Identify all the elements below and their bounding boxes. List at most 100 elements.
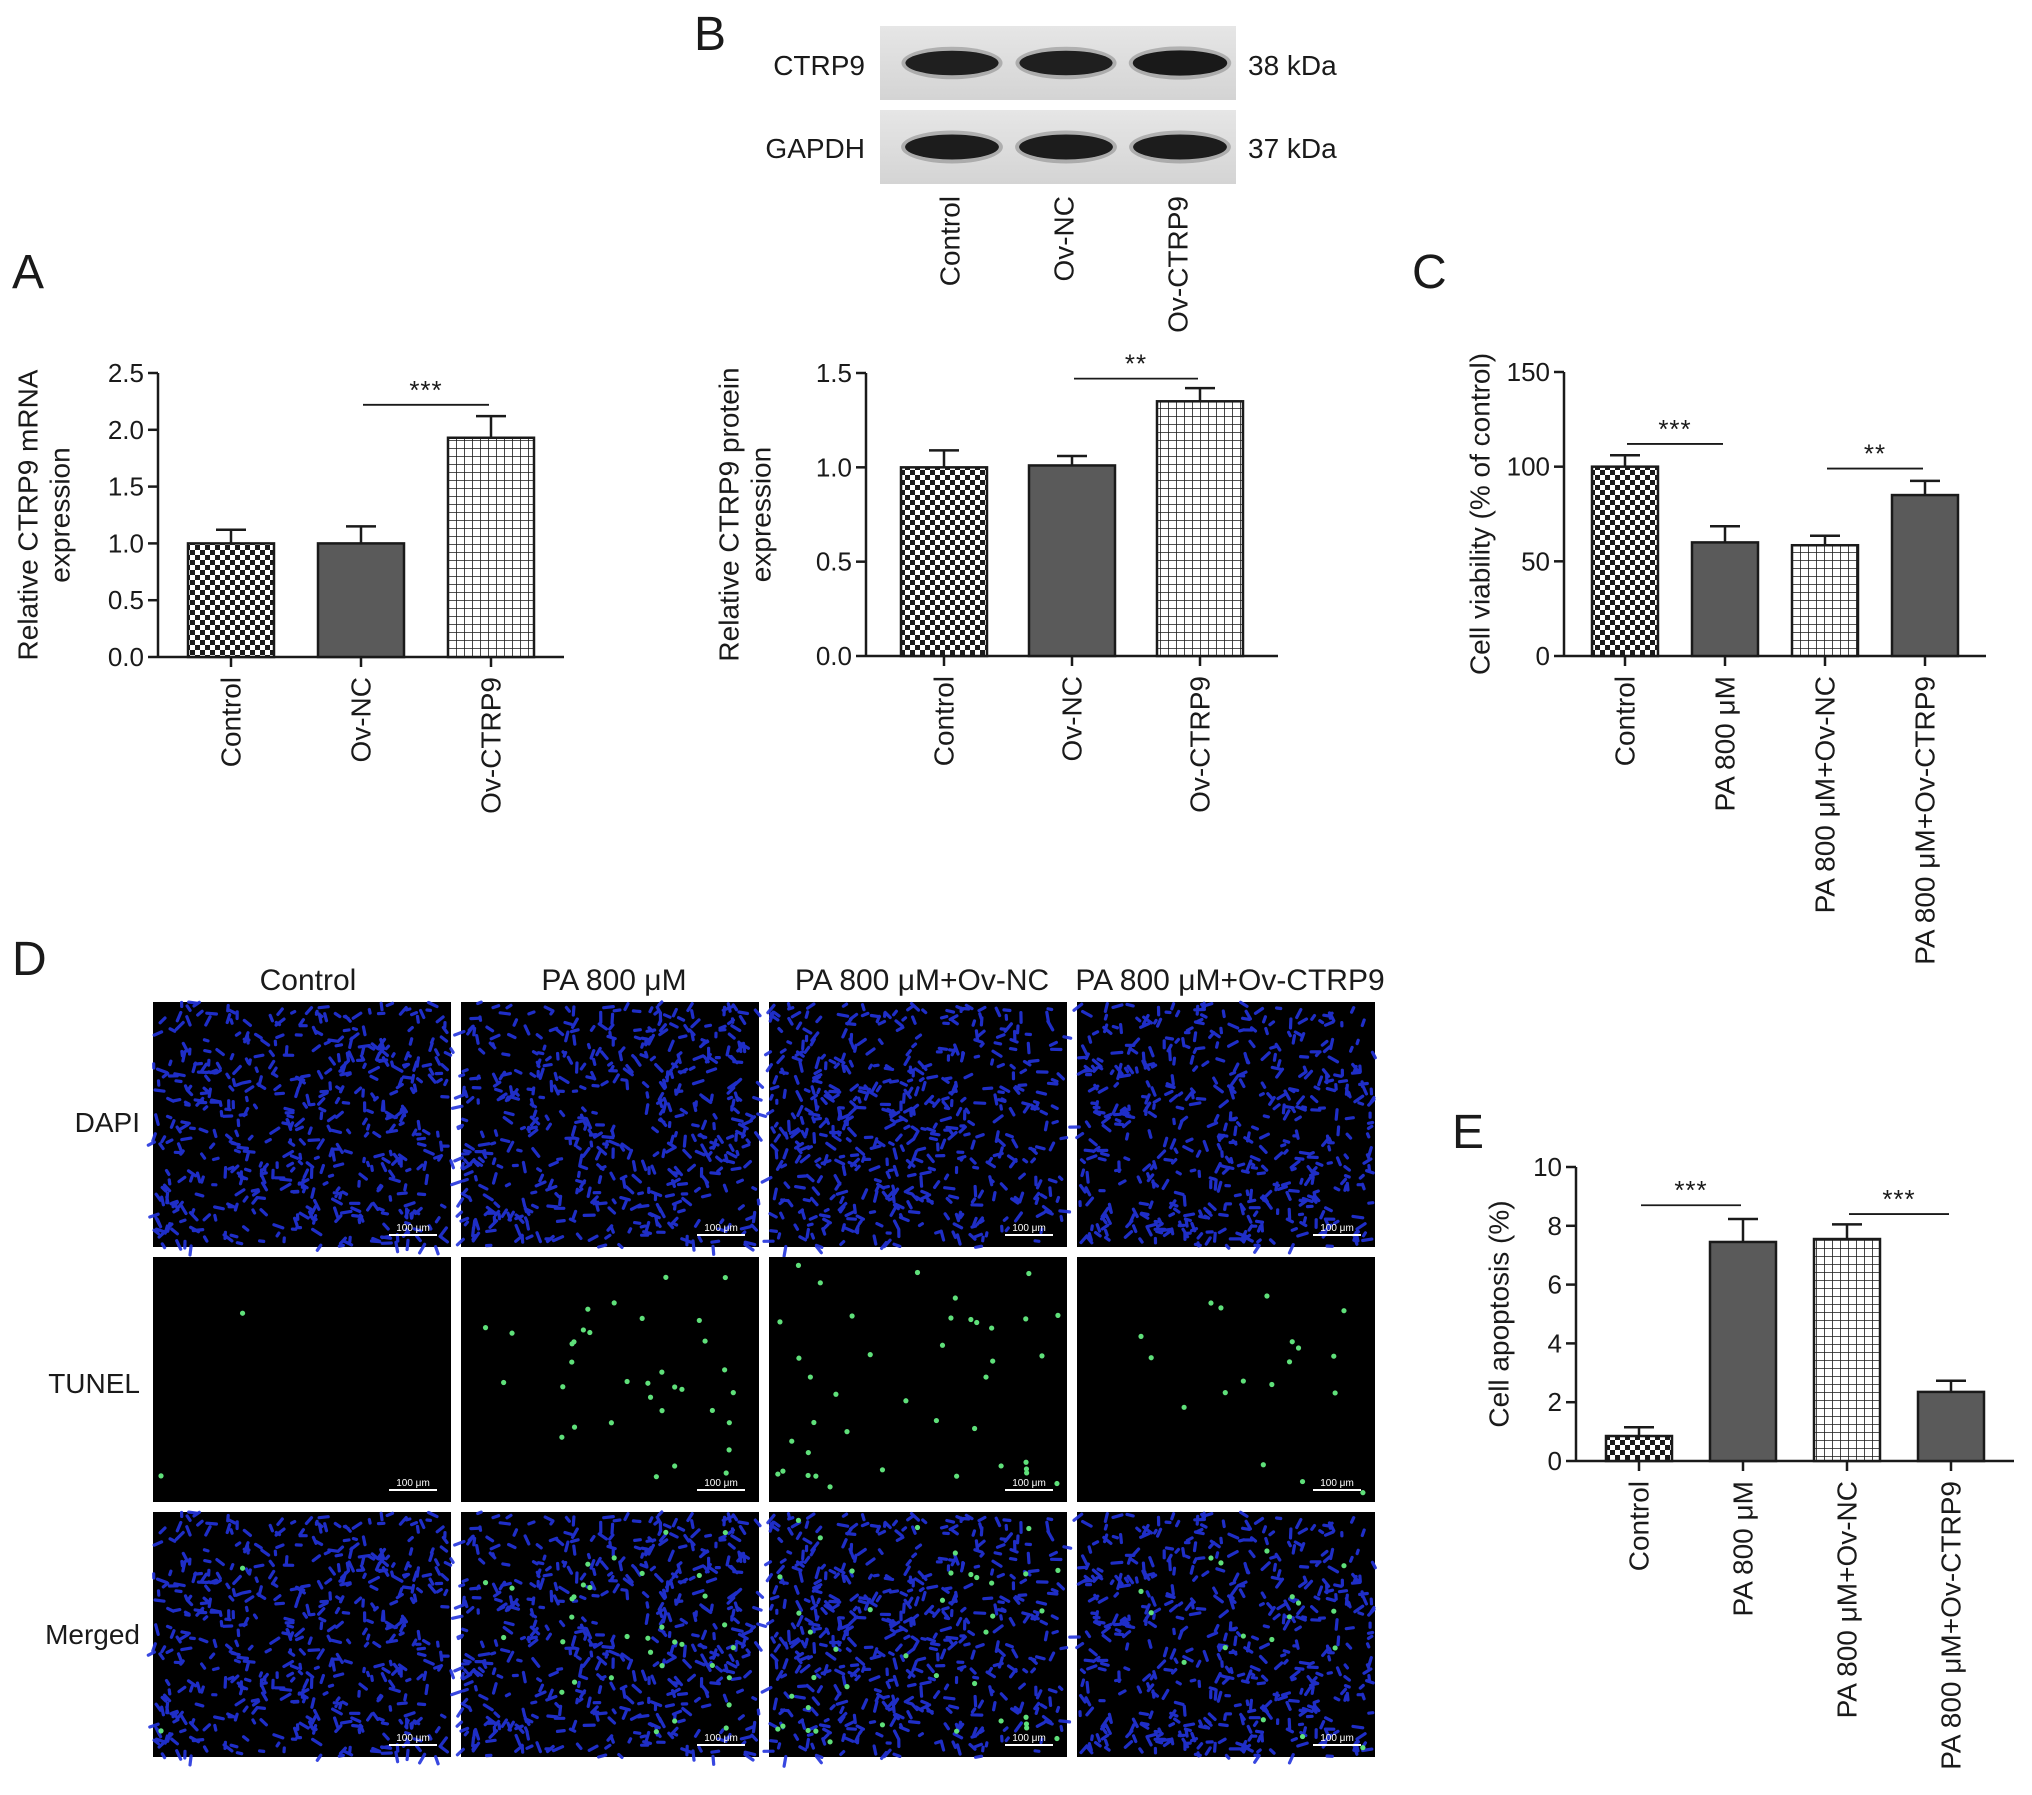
tunel-positive-cell: [805, 1472, 811, 1479]
micro-tile-tunel-pa-800-um: 100 μm: [461, 1257, 759, 1502]
tunel-positive-cell: [482, 1325, 489, 1331]
band-gapdh-ov-nc: [1019, 134, 1113, 160]
y-axis-title: Cell viability (% of control): [1465, 353, 1496, 675]
tunel-positive-cell: [580, 1327, 586, 1333]
tunel-positive-cell: [663, 1529, 669, 1535]
y-tick-label: 0.5: [108, 585, 144, 615]
tunel-positive-cell: [611, 1300, 617, 1306]
tunel-positive-cell: [723, 1725, 729, 1731]
tunel-positive-cell: [903, 1653, 909, 1659]
tunel-positive-cell: [989, 1325, 995, 1331]
blot-size-ctrp9: 38 kDa: [1248, 50, 1337, 81]
y-axis-title: expression: [45, 447, 76, 582]
blot-lane-label-ov-ctrp9: Ov-CTRP9: [1162, 196, 1193, 333]
tunel-positive-cell: [639, 1570, 645, 1577]
dapi-nuclei: [760, 1512, 1073, 1768]
tunel-positive-cell: [1138, 1333, 1144, 1339]
dapi-nuclei: [450, 1000, 768, 1256]
tunel-positive-cell: [1138, 1588, 1144, 1594]
tunel-positive-cell: [559, 1434, 565, 1440]
micro-tile-bg: [461, 1257, 759, 1502]
tunel-positive-cell: [1039, 1608, 1045, 1614]
micro-tile-merged-pa-800-um-ov-nc: 100 μm: [760, 1512, 1073, 1768]
scale-bar-label: 100 μm: [1320, 1478, 1354, 1489]
y-tick-label: 6: [1548, 1270, 1562, 1300]
tunel-positive-cell: [1331, 1608, 1337, 1614]
y-tick-label: 50: [1521, 546, 1550, 576]
tunel-positive-cell: [585, 1561, 591, 1567]
tunel-positive-cell: [1023, 1316, 1029, 1322]
tunel-positive-cell: [679, 1641, 685, 1647]
significance-label: ***: [1674, 1175, 1707, 1205]
tunel-positive-cell: [571, 1679, 578, 1685]
tunel-positive-cell: [795, 1262, 802, 1268]
tunel-positive-cell: [1023, 1459, 1029, 1465]
tunel-positive-cell: [811, 1419, 817, 1426]
y-tick-label: 1.5: [816, 358, 852, 388]
tunel-positive-cell: [807, 1629, 813, 1635]
tunel-positive-cell: [989, 1580, 995, 1586]
tunel-positive-cell: [653, 1729, 659, 1735]
tunel-positive-cell: [1269, 1636, 1275, 1643]
tunel-positive-cell: [914, 1269, 921, 1276]
tunel-positive-cell: [679, 1386, 685, 1392]
tunel-positive-cell: [569, 1341, 575, 1347]
scale-bar-label: 100 μm: [396, 1223, 430, 1234]
micro-row-label-merged: Merged: [45, 1619, 140, 1650]
micro-row-label-tunel: TUNEL: [48, 1368, 140, 1399]
band-ctrp9-ov-ctrp9: [1132, 50, 1228, 76]
tunel-positive-cell: [672, 1718, 678, 1724]
tunel-positive-cell: [1222, 1645, 1228, 1651]
micro-tile-merged-pa-800-um-ov-ctrp9: 100 μm: [1068, 1510, 1377, 1765]
tunel-positive-cell: [509, 1330, 515, 1336]
tunel-positive-cell: [844, 1684, 850, 1690]
tunel-positive-cell: [1023, 1721, 1030, 1727]
tunel-positive-cell: [1023, 1571, 1029, 1577]
western-blot: CTRP9 GAPDH 38 kDa 37 kDa Control Ov-NC …: [765, 26, 1337, 333]
y-axis-title: Cell apoptosis (%): [1484, 1200, 1515, 1427]
tunel-positive-cell: [672, 1639, 678, 1645]
tunel-positive-cell: [948, 1315, 954, 1321]
tunel-positive-cell: [952, 1550, 958, 1556]
tunel-positive-cell: [1286, 1359, 1293, 1365]
tunel-positive-cell: [239, 1565, 246, 1571]
y-tick-label: 1.0: [816, 452, 852, 482]
tunel-positive-cell: [1054, 1735, 1060, 1742]
tunel-positive-cell: [811, 1674, 817, 1681]
tunel-positive-cell: [1260, 1717, 1266, 1723]
tunel-positive-cell: [639, 1315, 645, 1322]
tunel-positive-cell: [990, 1613, 996, 1619]
tunel-positive-cell: [1295, 1600, 1302, 1606]
tunel-positive-cell: [998, 1463, 1004, 1469]
bar-control: [899, 466, 989, 658]
chart-panel-c: 0 50 100 150 Cell viability (% of control) Co…: [1465, 353, 1986, 965]
tunel-positive-cell: [777, 1574, 783, 1580]
micro-row-label-dapi: DAPI: [75, 1107, 140, 1138]
tunel-positive-cell: [1360, 1490, 1366, 1496]
tunel-positive-cell: [813, 1473, 819, 1479]
tunel-positive-cell: [608, 1420, 614, 1426]
tunel-positive-cell: [1286, 1614, 1293, 1620]
tunel-positive-cell: [983, 1629, 989, 1635]
tunel-positive-cell: [968, 1316, 974, 1323]
tunel-positive-cell: [158, 1473, 164, 1479]
tunel-positive-cell: [560, 1639, 566, 1645]
tunel-positive-cell: [722, 1367, 728, 1373]
tunel-positive-cell: [948, 1570, 954, 1576]
x-tick-label: Ov-NC: [346, 677, 377, 763]
tunel-positive-cell: [1360, 1745, 1366, 1751]
y-axis-title: Relative CTRP9 protein: [714, 367, 745, 661]
tunel-positive-cell: [587, 1584, 593, 1591]
x-tick-label: Ov-NC: [1057, 676, 1088, 762]
tunel-positive-cell: [1260, 1462, 1266, 1468]
y-tick-label: 4: [1548, 1328, 1562, 1358]
tunel-positive-cell: [645, 1380, 651, 1386]
tunel-positive-cell: [954, 1473, 960, 1479]
tunel-positive-cell: [1289, 1339, 1295, 1345]
tunel-positive-cell: [709, 1407, 715, 1414]
tunel-positive-cell: [1269, 1381, 1275, 1388]
tunel-positive-cell: [1331, 1353, 1337, 1359]
tunel-positive-cell: [914, 1524, 921, 1531]
tunel-positive-cell: [827, 1739, 833, 1745]
tunel-positive-cell: [1295, 1345, 1302, 1351]
